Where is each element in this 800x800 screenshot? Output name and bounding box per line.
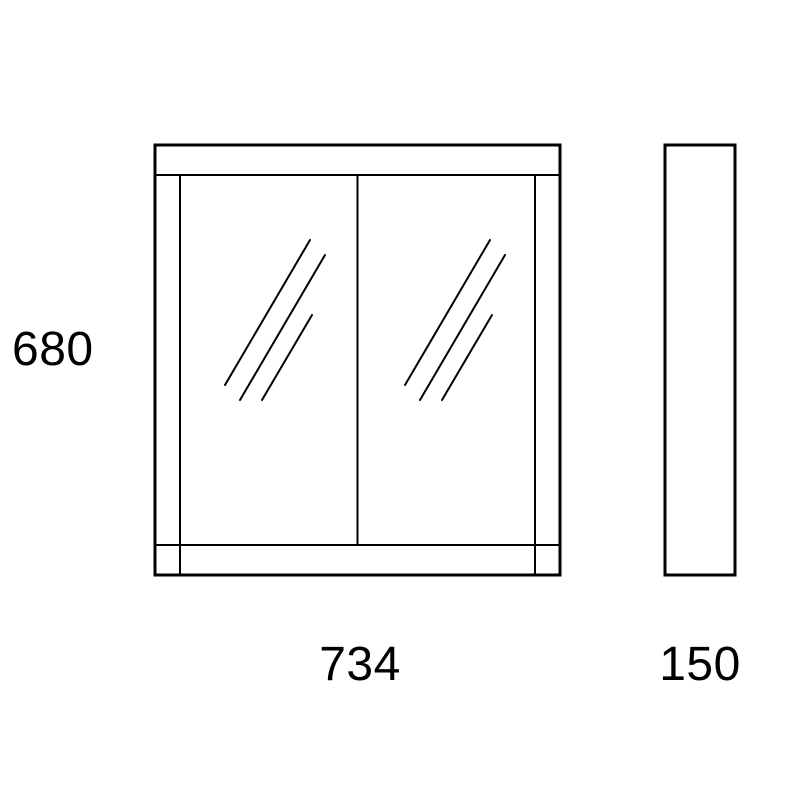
side-outer-frame	[665, 145, 735, 575]
glass-left	[225, 240, 325, 400]
front-view	[155, 145, 560, 575]
side-view	[665, 145, 735, 575]
dim-depth: 150	[659, 638, 741, 691]
dim-height: 680	[12, 323, 94, 376]
dim-width: 734	[319, 638, 401, 691]
glass-right	[405, 240, 505, 400]
